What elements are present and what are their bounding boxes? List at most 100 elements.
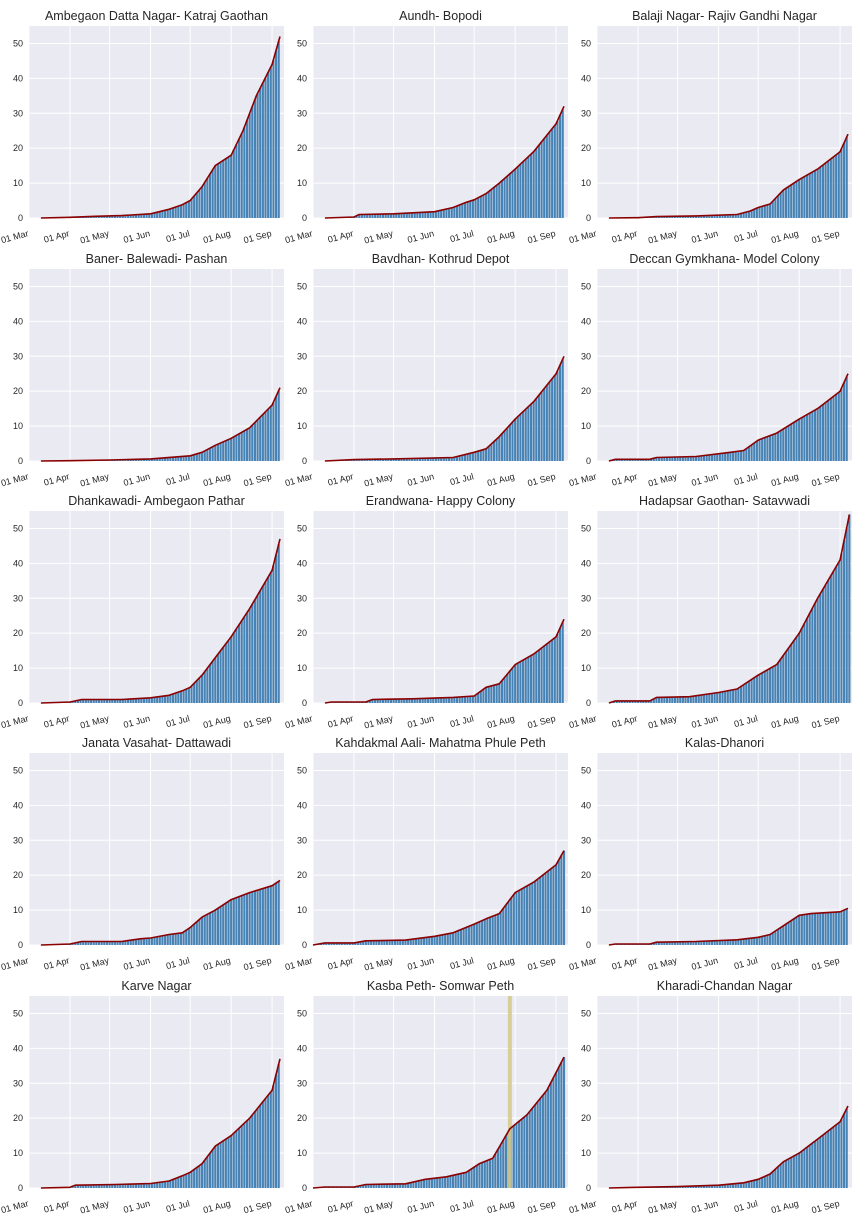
bar: [798, 633, 800, 703]
bar: [737, 688, 739, 703]
bar: [666, 697, 668, 703]
bar: [530, 154, 532, 218]
y-tick-label: 40: [297, 800, 307, 810]
x-tick-label: 01 Jul: [733, 713, 759, 729]
bar: [441, 935, 443, 945]
bar: [505, 1136, 507, 1188]
bar: [803, 177, 805, 218]
bar: [511, 171, 513, 218]
y-tick-label: 20: [297, 143, 307, 153]
bar: [180, 205, 182, 218]
bar: [777, 1167, 779, 1188]
bar: [714, 693, 716, 703]
bar: [801, 628, 803, 703]
bar: [494, 915, 496, 945]
bar: [243, 617, 245, 703]
bar: [204, 182, 206, 218]
bar: [529, 1111, 531, 1188]
bar: [769, 935, 771, 945]
plot-area: [597, 26, 852, 218]
bar: [233, 150, 235, 218]
x-tick-label: 01 Sep: [242, 713, 272, 730]
x-tick-label: 01 Jun: [690, 228, 719, 245]
x-tick-label: 01 Jul: [449, 713, 475, 729]
bar: [235, 629, 237, 703]
bar: [518, 890, 520, 945]
bar: [238, 625, 240, 703]
bar: [526, 1115, 528, 1188]
bar: [514, 665, 516, 703]
bar: [209, 174, 211, 218]
bar: [423, 1180, 425, 1188]
bar: [196, 681, 198, 703]
bar: [798, 419, 800, 461]
bar: [492, 916, 494, 945]
bar: [825, 585, 827, 703]
bar: [441, 1177, 443, 1188]
bar: [275, 50, 277, 218]
bar: [241, 432, 243, 461]
bar: [563, 851, 565, 945]
bar: [447, 1177, 449, 1188]
y-tick-label: 30: [581, 108, 591, 118]
bar: [517, 167, 519, 218]
bar: [259, 417, 261, 461]
y-tick-label: 30: [581, 835, 591, 845]
chart-title: Hadapsar Gaothan- Satavwadi: [639, 494, 810, 508]
bar: [198, 678, 200, 703]
bar: [498, 684, 500, 703]
bar: [556, 121, 558, 218]
bar: [492, 1158, 494, 1188]
x-tick-label: 01 Sep: [526, 713, 556, 730]
bar: [156, 937, 158, 945]
bar: [548, 642, 550, 703]
y-tick-label: 20: [13, 386, 23, 396]
bar: [188, 928, 190, 945]
bar: [743, 685, 745, 703]
bar: [275, 396, 277, 461]
y-tick-label: 50: [13, 38, 23, 48]
bar: [478, 922, 480, 945]
bar: [838, 912, 840, 945]
y-tick-label: 50: [297, 765, 307, 775]
x-tick-label: 01 Mar: [568, 228, 598, 245]
bar: [500, 912, 502, 945]
bar: [546, 644, 548, 703]
bar: [241, 133, 243, 218]
bar: [803, 416, 805, 461]
y-tick-label: 0: [302, 213, 307, 223]
chart-title: Ambegaon Datta Nagar- Katraj Gaothan: [45, 9, 268, 23]
x-tick-label: 01 May: [647, 228, 679, 245]
bar: [185, 930, 187, 945]
bar: [554, 125, 556, 218]
bar: [249, 113, 251, 218]
bar: [523, 1117, 525, 1188]
bar: [140, 939, 142, 945]
bar: [679, 697, 681, 703]
bar: [448, 208, 450, 218]
bar: [814, 1141, 816, 1188]
x-tick-label: 01 Jul: [449, 471, 475, 487]
bar: [506, 176, 508, 218]
bar: [832, 912, 834, 945]
bar: [517, 417, 519, 461]
bar: [461, 204, 463, 218]
bar: [241, 621, 243, 703]
bar: [827, 913, 829, 945]
bar: [201, 452, 203, 461]
bar: [246, 894, 248, 945]
bar: [220, 907, 222, 945]
y-tick-label: 10: [13, 178, 23, 188]
bar: [766, 205, 768, 218]
bar: [519, 414, 521, 461]
x-tick-label: 01 May: [647, 955, 679, 972]
bar: [843, 143, 845, 218]
bar: [190, 199, 192, 218]
bar: [814, 603, 816, 703]
bar: [542, 1095, 544, 1188]
bar: [507, 901, 509, 945]
bar: [488, 687, 490, 703]
bar: [758, 674, 760, 703]
bar: [511, 668, 513, 703]
